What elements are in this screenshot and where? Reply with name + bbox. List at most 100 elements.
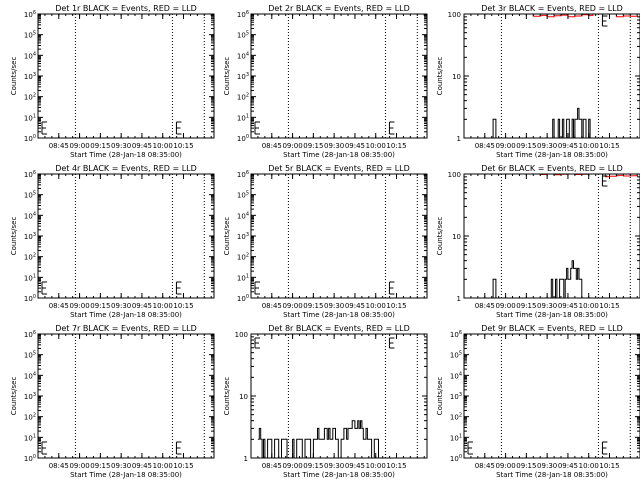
series-line-events <box>491 260 583 299</box>
y-tick-label: 106 <box>237 170 249 179</box>
x-tick-label: 10:15 <box>599 142 619 150</box>
y-tick-label: 103 <box>237 232 249 241</box>
plot-frame <box>250 173 428 299</box>
x-tick-label: 09:15 <box>303 302 323 310</box>
panel-title: Det 9r BLACK = Events, RED = LLD <box>481 324 623 333</box>
y-tick-label: 1 <box>457 295 461 303</box>
event-flag-mark <box>254 281 260 295</box>
x-tick-label: 09:30 <box>324 462 344 470</box>
y-tick-label: 106 <box>237 10 249 19</box>
series-line-events <box>257 420 379 459</box>
y-tick-label: 101 <box>237 113 249 122</box>
x-tick-label: 09:30 <box>324 142 344 150</box>
x-tick-label: 09:00 <box>69 302 89 310</box>
y-tick-label: 101 <box>450 433 462 442</box>
event-flag-mark <box>388 121 395 135</box>
y-tick-label: 103 <box>24 72 36 81</box>
plot-frame <box>250 13 428 139</box>
y-tick-label: 102 <box>237 93 249 102</box>
y-tick-label: 105 <box>24 191 36 200</box>
x-tick-label: 08:45 <box>262 462 282 470</box>
x-tick-label: 10:00 <box>579 142 599 150</box>
y-tick-label: 106 <box>450 330 462 339</box>
y-tick-label: 100 <box>450 454 462 463</box>
x-tick-label: 08:45 <box>49 142 69 150</box>
event-flag-mark <box>175 281 182 295</box>
x-tick-label: 09:45 <box>132 142 152 150</box>
y-tick-label: 100 <box>448 171 461 179</box>
event-flag-mark <box>601 441 608 455</box>
x-tick-label: 09:00 <box>69 142 89 150</box>
x-tick-label: 08:45 <box>475 462 495 470</box>
panel-det-8: Det 8r BLACK = Events, RED = LLD 1 10 100 Co… <box>223 324 428 479</box>
x-tick-label: 08:45 <box>475 142 495 150</box>
x-axis-label: Start Time (28-Jan-18 08:35:00) <box>283 311 395 319</box>
series-line-lld <box>526 13 638 18</box>
y-tick-label: 103 <box>24 392 36 401</box>
x-tick-label: 09:30 <box>111 142 131 150</box>
x-tick-label: 09:00 <box>495 302 515 310</box>
x-tick-label: 10:00 <box>153 462 173 470</box>
x-tick-label: 10:15 <box>386 302 406 310</box>
x-tick-label: 10:15 <box>386 142 406 150</box>
x-tick-label: 09:15 <box>303 142 323 150</box>
panel-det-3: Det 3r BLACK = Events, RED = LLD 1 10 100 Co… <box>436 4 640 159</box>
x-tick-label: 09:15 <box>90 142 110 150</box>
x-tick-label: 10:00 <box>153 302 173 310</box>
x-tick-label: 09:00 <box>282 462 302 470</box>
x-axis-label: Start Time (28-Jan-18 08:35:00) <box>283 471 395 479</box>
x-tick-label: 09:45 <box>345 302 365 310</box>
y-tick-label: 106 <box>24 10 36 19</box>
y-tick-label: 102 <box>450 413 462 422</box>
y-axis-label: Counts/sec <box>223 217 231 256</box>
x-tick-label: 10:00 <box>579 302 599 310</box>
y-axis-label: Counts/sec <box>223 57 231 96</box>
y-tick-label: 100 <box>237 134 249 143</box>
y-tick-label: 102 <box>24 93 36 102</box>
x-tick-label: 08:45 <box>49 302 69 310</box>
y-tick-label: 100 <box>237 294 249 303</box>
y-axis-label: Counts/sec <box>436 377 444 416</box>
x-axis-label: Start Time (28-Jan-18 08:35:00) <box>70 471 182 479</box>
x-tick-label: 09:15 <box>90 462 110 470</box>
panel-title: Det 5r BLACK = Events, RED = LLD <box>268 164 410 173</box>
y-axis-label: Counts/sec <box>10 57 18 96</box>
y-tick-label: 103 <box>24 232 36 241</box>
event-flag-mark <box>41 281 47 295</box>
x-tick-label: 09:30 <box>537 462 557 470</box>
x-tick-label: 10:00 <box>366 302 386 310</box>
x-axis-label: Start Time (28-Jan-18 08:35:00) <box>283 151 395 159</box>
y-tick-label: 104 <box>24 211 36 220</box>
y-tick-label: 104 <box>450 371 462 380</box>
x-axis-label: Start Time (28-Jan-18 08:35:00) <box>496 151 608 159</box>
event-flag-mark <box>467 441 473 455</box>
y-axis-label: Counts/sec <box>436 57 444 96</box>
y-tick-label: 10 <box>239 393 248 401</box>
y-tick-label: 101 <box>24 113 36 122</box>
panel-title: Det 7r BLACK = Events, RED = LLD <box>55 324 197 333</box>
y-axis-label: Counts/sec <box>436 217 444 256</box>
x-tick-label: 09:45 <box>345 142 365 150</box>
event-flag-mark <box>601 175 608 187</box>
y-tick-label: 106 <box>24 330 36 339</box>
x-tick-label: 10:15 <box>599 302 619 310</box>
panel-det-1: Det 1r BLACK = Events, RED = LLD 100 101 10… <box>10 4 215 159</box>
x-tick-label: 10:15 <box>173 462 193 470</box>
event-flag-mark <box>41 121 47 135</box>
x-tick-label: 09:15 <box>303 462 323 470</box>
y-tick-label: 102 <box>237 253 249 262</box>
x-tick-label: 09:30 <box>111 302 131 310</box>
panel-det-6: Det 6r BLACK = Events, RED = LLD 1 10 100 Co… <box>436 164 640 319</box>
x-tick-label: 09:00 <box>282 142 302 150</box>
x-tick-label: 10:00 <box>366 142 386 150</box>
y-tick-label: 106 <box>24 170 36 179</box>
x-tick-label: 10:15 <box>386 462 406 470</box>
x-tick-label: 09:45 <box>558 462 578 470</box>
x-tick-label: 10:15 <box>173 142 193 150</box>
x-tick-label: 09:30 <box>537 142 557 150</box>
x-tick-label: 10:00 <box>153 142 173 150</box>
y-tick-label: 104 <box>237 211 249 220</box>
y-tick-label: 104 <box>24 371 36 380</box>
y-tick-label: 100 <box>235 331 248 339</box>
